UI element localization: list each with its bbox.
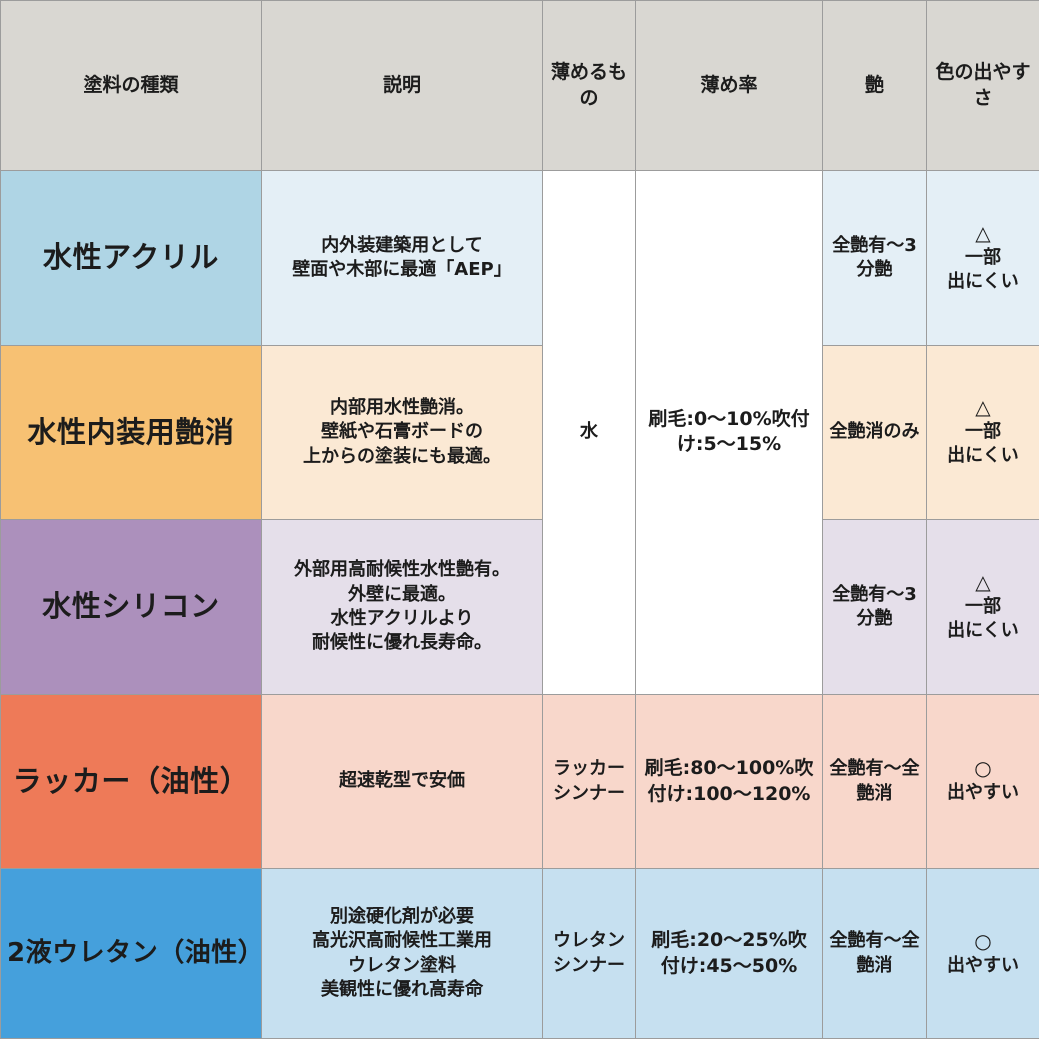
cell-dilution-rate-water-merged: 刷毛:0〜10%吹付け:5〜15% — [635, 170, 823, 695]
cell-paint-type: 水性内装用艶消 — [0, 344, 262, 521]
cell-description: 別途硬化剤が必要 高光沢高耐候性工業用 ウレタン塗料 美観性に優れ高寿命 — [261, 868, 543, 1039]
table-header: 塗料の種類 説明 薄めるもの 薄め率 艶 色の出やすさ — [0, 0, 1039, 171]
cell-color-ease: △ 一部 出にくい — [926, 519, 1039, 695]
cell-gloss: 全艶消のみ — [822, 344, 927, 521]
cell-paint-type: 水性アクリル — [0, 170, 262, 346]
table-row: 2液ウレタン（油性） 別途硬化剤が必要 高光沢高耐候性工業用 ウレタン塗料 美観性に優れ… — [0, 868, 1039, 1039]
header-description: 説明 — [261, 0, 543, 171]
header-row: 塗料の種類 説明 薄めるもの 薄め率 艶 色の出やすさ — [0, 0, 1039, 171]
header-gloss: 艶 — [822, 0, 927, 171]
cell-color-ease: △ 一部 出にくい — [926, 344, 1039, 521]
cell-description: 外部用高耐候性水性艶有。 外壁に最適。 水性アクリルより 耐候性に優れ長寿命。 — [261, 519, 543, 695]
cell-description: 内部用水性艶消。 壁紙や石膏ボードの 上からの塗装にも最適。 — [261, 344, 543, 521]
cell-gloss: 全艶有〜3分艶 — [822, 519, 927, 695]
cell-dilution-rate: 刷毛:20〜25%吹付け:45〜50% — [635, 868, 823, 1039]
cell-thinner: ラッカー シンナー — [542, 693, 636, 870]
cell-thinner: ウレタン シンナー — [542, 868, 636, 1039]
color-ease-mark-icon: △ — [975, 220, 991, 245]
table-row: ラッカー（油性） 超速乾型で安価 ラッカー シンナー 刷毛:80〜100%吹付け:100… — [0, 693, 1039, 870]
cell-paint-type: 2液ウレタン（油性） — [0, 868, 264, 1039]
cell-thinner-water-merged: 水 — [542, 170, 636, 695]
table-row: 水性アクリル 内外装建築用として 壁面や木部に最適「AEP」水刷毛:0〜10%吹付け… — [0, 170, 1039, 695]
cell-gloss: 全艶有〜全艶消 — [822, 693, 927, 870]
cell-paint-type: 水性シリコン — [0, 519, 262, 695]
table-row: 水性内装用艶消 内部用水性艶消。 壁紙や石膏ボードの 上からの塗装にも最適。 全艶消のみ… — [0, 344, 1039, 521]
color-ease-mark-icon: ○ — [974, 928, 992, 953]
cell-gloss: 全艶有〜3分艶 — [822, 170, 927, 346]
color-ease-mark-icon: △ — [975, 569, 991, 594]
header-dilution-rate: 薄め率 — [635, 0, 823, 171]
color-ease-mark-icon: ○ — [974, 756, 992, 781]
header-thinner: 薄めるもの — [542, 0, 636, 171]
cell-description: 内外装建築用として 壁面や木部に最適「AEP」 — [261, 170, 543, 346]
table-body: 水性アクリル 内外装建築用として 壁面や木部に最適「AEP」水刷毛:0〜10%吹付け… — [0, 170, 1039, 1039]
cell-color-ease: ○ 出やすい — [926, 868, 1039, 1039]
cell-gloss: 全艶有〜全艶消 — [822, 868, 927, 1039]
cell-description: 超速乾型で安価 — [261, 693, 543, 870]
cell-color-ease: △ 一部 出にくい — [926, 170, 1039, 346]
cell-paint-type: ラッカー（油性） — [0, 693, 262, 870]
header-color-ease: 色の出やすさ — [926, 0, 1039, 171]
cell-dilution-rate: 刷毛:80〜100%吹付け:100〜120% — [635, 693, 823, 870]
color-ease-mark-icon: △ — [975, 395, 991, 420]
table-row: 水性シリコン 外部用高耐候性水性艶有。 外壁に最適。 水性アクリルより 耐候性に優れ長寿… — [0, 519, 1039, 695]
cell-color-ease: ○ 出やすい — [926, 693, 1039, 870]
header-paint-type: 塗料の種類 — [0, 0, 262, 171]
